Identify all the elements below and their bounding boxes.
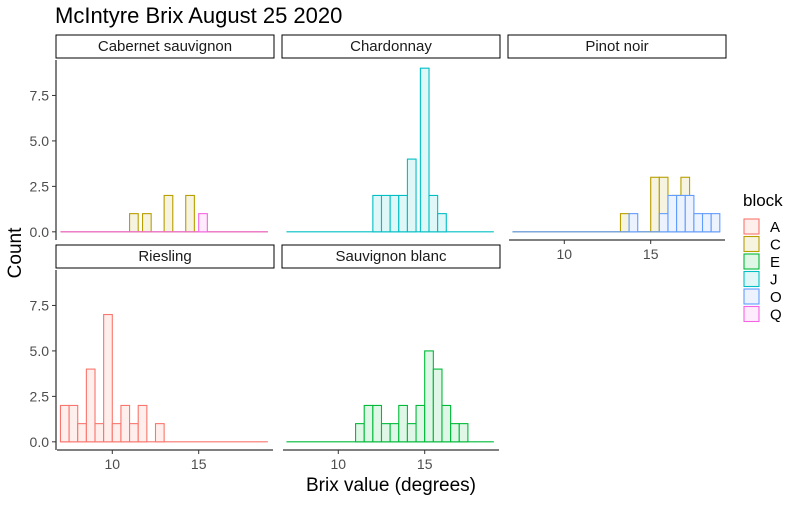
legend-swatch-C (743, 235, 760, 253)
y-tick-label: 5.0 (30, 133, 50, 149)
histogram-bar-A (111, 423, 122, 443)
facet-panel: Pinot noir 10 15 (507, 34, 727, 262)
histogram-bar-J (437, 213, 447, 233)
histogram-bar-E (441, 404, 452, 443)
histogram-bar-C (141, 213, 152, 233)
histogram-bar-C (619, 213, 630, 233)
y-tick-label: 5.0 (30, 343, 50, 359)
facet-strip (55, 244, 275, 269)
legend-label: C (770, 237, 781, 254)
legend-label: Q (770, 307, 782, 324)
histogram-bar-Q (198, 213, 208, 233)
facet-strip (507, 34, 727, 59)
facet-strip-label: Sauvignon blanc (336, 248, 447, 265)
histogram-bar-A (103, 313, 113, 443)
histogram-bar-E (450, 423, 460, 443)
legend-swatch-A (743, 218, 760, 235)
x-tick-label: 10 (105, 456, 121, 472)
histogram-bar-E (458, 423, 469, 443)
histogram-bar-C (185, 194, 195, 233)
legend-swatch-J (743, 270, 760, 288)
histogram-bar-J (428, 194, 439, 233)
histogram-bar-A (129, 423, 139, 443)
legend-swatch-O (743, 288, 760, 305)
legend-label: O (770, 289, 782, 306)
facet-strip-label: Riesling (138, 248, 191, 265)
y-tick-label: 7.5 (30, 297, 50, 313)
histogram-bar-O (658, 213, 669, 233)
histogram-bar-E (363, 404, 374, 443)
histogram-bar-C (163, 194, 174, 233)
x-axis-label: Brix value (degrees) (306, 475, 476, 496)
histogram-bar-J (380, 194, 391, 233)
histogram-bar-C (129, 213, 139, 233)
histogram-bar-E (355, 423, 365, 443)
histogram-bar-E (424, 350, 434, 443)
facet-panels: Cabernet sauvignon 0.0 2.5 5.0 7.5 Chardonnay… (30, 34, 727, 472)
histogram-bar-J (389, 194, 400, 233)
histogram-bar-O (701, 213, 712, 233)
x-tick-label: 10 (557, 246, 573, 262)
histogram-bar-J (406, 158, 417, 233)
histogram-bar-E (432, 368, 443, 443)
legend-swatch-E (743, 253, 760, 270)
y-tick-label: 2.5 (30, 178, 50, 194)
legend-swatch-Q (743, 305, 760, 323)
histogram-bar-A (68, 404, 79, 443)
facet-strip-label: Cabernet sauvignon (98, 38, 232, 55)
legend-label: A (770, 219, 780, 236)
histogram-bar-J (372, 194, 383, 233)
histogram-bar-E (415, 404, 426, 443)
histogram-bar-J (419, 67, 430, 233)
histogram-bar-O (710, 213, 721, 233)
histogram-bar-A (77, 423, 87, 443)
x-tick-label: 15 (417, 456, 433, 472)
x-tick-label: 15 (643, 246, 659, 262)
legend-title: block (743, 191, 783, 210)
facet-panel: Riesling 0.0 2.5 5.0 7.5 10 15 (30, 244, 275, 472)
legend-label: J (770, 272, 778, 289)
y-tick-label: 0.0 (30, 224, 50, 240)
facet-panel: Chardonnay (281, 34, 501, 233)
facet-strip-label: Chardonnay (350, 38, 432, 55)
histogram-bar-O (684, 194, 695, 233)
histogram-bar-A (85, 368, 96, 443)
facet-strip (281, 244, 501, 269)
facet-panel: Cabernet sauvignon 0.0 2.5 5.0 7.5 (30, 34, 275, 240)
histogram-bar-O (693, 213, 704, 233)
legend-label: E (770, 254, 780, 271)
facet-strip (281, 34, 501, 59)
histogram-bar-E (389, 423, 400, 443)
histogram-bar-O (676, 194, 686, 233)
histogram-bar-E (398, 404, 408, 443)
x-tick-label: 15 (191, 456, 207, 472)
facet-strip (55, 34, 275, 59)
y-tick-label: 2.5 (30, 388, 50, 404)
facet-panel: Sauvignon blanc 10 15 (281, 244, 501, 472)
histogram-bar-A (120, 404, 131, 443)
histogram-bar-J (398, 194, 408, 233)
histogram-bar-O (628, 213, 639, 233)
histogram-bar-A (94, 423, 105, 443)
x-tick-label: 10 (331, 456, 347, 472)
histogram-bar-E (406, 423, 417, 443)
y-axis-label: Count (5, 227, 26, 278)
y-tick-label: 7.5 (30, 87, 50, 103)
histogram-bar-E (372, 404, 383, 443)
facet-strip-label: Pinot noir (585, 38, 648, 55)
chart-title: McIntyre Brix August 25 2020 (55, 3, 342, 28)
y-tick-label: 0.0 (30, 434, 50, 450)
histogram-bar-O (667, 194, 678, 233)
histogram-bar-A (154, 423, 165, 443)
histogram-bar-C (650, 176, 660, 233)
histogram-bar-E (380, 423, 391, 443)
histogram-bar-A (137, 404, 148, 443)
histogram-bar-A (59, 404, 70, 443)
